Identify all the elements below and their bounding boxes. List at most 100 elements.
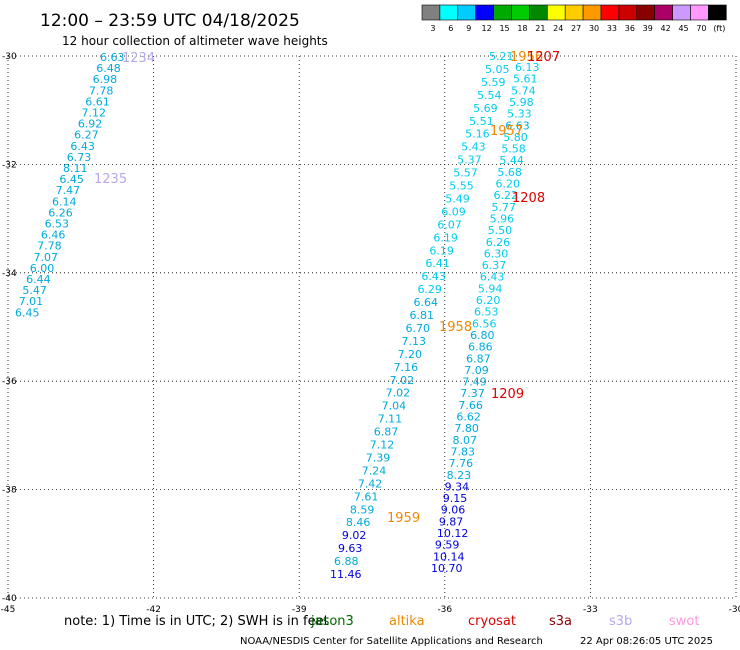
wave-height-label: 9.34 — [445, 480, 470, 493]
colorbar-label: 9 — [466, 24, 471, 33]
lat-tick-label: -36 — [2, 377, 17, 387]
wave-height-label: 5.94 — [478, 282, 503, 295]
time-label: 1959 — [387, 511, 420, 526]
wave-height-label: 7.80 — [454, 422, 479, 435]
wave-height-label: 9.02 — [342, 529, 367, 542]
wave-height-label: 6.48 — [96, 62, 121, 75]
wave-height-label: 7.02 — [386, 387, 411, 400]
wave-height-label: 6.43 — [480, 271, 505, 284]
wave-tracks: 6.636.486.987.786.617.126.926.276.436.73… — [15, 50, 540, 581]
time-label: 1208 — [512, 191, 545, 206]
colorbar-label: 36 — [625, 24, 635, 33]
page-title: 12:00 – 23:59 UTC 04/18/2025 — [40, 11, 300, 31]
wave-height-label: 7.39 — [366, 451, 391, 464]
wave-height-label: 6.30 — [484, 247, 509, 260]
wave-height-label: 7.16 — [394, 361, 419, 374]
wave-height-label: 5.37 — [457, 154, 482, 167]
wave-height-label: 6.63 — [505, 119, 530, 132]
colorbar-swatch — [439, 4, 459, 21]
wave-height-label: 5.51 — [469, 115, 494, 128]
colorbar-swatch — [564, 4, 584, 21]
time-label: 1207 — [527, 50, 560, 65]
wave-height-label: 6.14 — [52, 195, 77, 208]
colorbar-label: 21 — [535, 24, 545, 33]
colorbar-label: 39 — [643, 24, 653, 33]
wave-height-label: 6.98 — [93, 73, 118, 86]
wave-height-label: 5.98 — [509, 96, 534, 109]
wave-height-label: 7.12 — [82, 107, 107, 120]
colorbar-label: 15 — [499, 24, 509, 33]
wave-height-label: 6.86 — [468, 341, 493, 354]
wave-height-label: 6.81 — [410, 309, 435, 322]
wave-height-label: 6.43 — [421, 270, 446, 283]
lon-tick-label: -33 — [583, 605, 598, 615]
wave-height-label: 7.76 — [449, 457, 474, 470]
wave-height-label: 5.44 — [499, 154, 523, 167]
colorbar-swatch — [529, 4, 548, 21]
colorbar-swatch — [690, 4, 709, 21]
colorbar-swatch — [672, 4, 691, 21]
satellite-legend-item: cryosat — [468, 614, 516, 629]
wave-height-label: 8.23 — [447, 469, 472, 482]
time-label: 1234 — [122, 51, 155, 66]
wave-height-label: 7.04 — [382, 400, 407, 413]
wave-height-label: 6.41 — [425, 257, 450, 270]
colorbar-label: 6 — [448, 24, 453, 33]
lon-tick-label: -45 — [1, 605, 16, 615]
colorbar-label: 45 — [678, 24, 688, 33]
wave-height-label: 6.13 — [515, 61, 540, 74]
colorbar-swatch — [600, 4, 620, 21]
wave-height-label: 5.69 — [473, 102, 498, 115]
satellite-legend-item: altika — [389, 614, 425, 629]
wave-height-label: 6.46 — [41, 229, 66, 242]
wave-height-label: 6.26 — [486, 236, 511, 249]
wave-height-label: 5.74 — [511, 84, 536, 97]
wave-height-label: 5.49 — [445, 192, 470, 205]
wave-height-label: 5.58 — [501, 143, 525, 156]
footer-timestamp: 22 Apr 08:26:05 UTC 2025 — [580, 636, 713, 647]
wave-height-label: 6.80 — [470, 329, 495, 342]
wave-height-label: 7.24 — [362, 464, 387, 477]
wave-height-label: 5.33 — [507, 108, 532, 121]
wave-height-label: 6.63 — [100, 51, 125, 64]
wave-height-label: 6.07 — [437, 218, 462, 231]
wave-height-label: 8.46 — [346, 516, 371, 529]
colorbar-swatch — [636, 4, 655, 21]
axis-ticks: -30 -32 -34 -36 -38 -40-45 -42 -39 -36 -33 -30 — [1, 52, 740, 615]
wave-height-label: 7.02 — [390, 374, 415, 387]
wave-height-label: 10.70 — [431, 562, 463, 575]
wave-height-label: 5.96 — [490, 212, 514, 225]
wave-height-label: 7.13 — [402, 335, 427, 348]
wave-height-label: 7.01 — [19, 295, 44, 308]
wave-height-label: 6.92 — [78, 118, 103, 131]
wave-height-label: 7.20 — [398, 348, 423, 361]
wave-height-label: 5.55 — [449, 180, 474, 193]
wave-height-label: 5.77 — [492, 201, 516, 214]
colorbar-label: 3 — [430, 24, 435, 33]
wave-height-label: 9.87 — [439, 515, 464, 528]
wave-height-label: 5.54 — [477, 89, 502, 102]
satellite-legend: jason3 altika cryosat s3a s3b swot — [310, 614, 699, 629]
wave-height-label: 7.61 — [354, 490, 379, 503]
wave-height-label: 11.46 — [330, 568, 362, 581]
colorbar-swatch — [511, 4, 530, 21]
wave-height-label: 7.47 — [56, 184, 81, 197]
wave-height-label: 9.59 — [435, 539, 460, 552]
lat-tick-label: -40 — [2, 594, 17, 604]
colorbar-label: 24 — [553, 24, 563, 33]
satellite-legend-item: s3b — [609, 614, 632, 629]
wave-height-label: 5.21 — [489, 50, 514, 63]
wave-height-label: 5.16 — [465, 128, 490, 141]
wave-height-label: 6.19 — [433, 231, 458, 244]
colorbar-swatch — [493, 4, 512, 21]
wave-height-label: 6.88 — [334, 555, 359, 568]
time-label: 1956 — [510, 50, 543, 65]
colorbar-label: 70 — [696, 24, 706, 33]
wave-height-label: 7.09 — [464, 364, 489, 377]
wave-height-label: 6.26 — [48, 206, 72, 219]
wave-height-label: 5.61 — [513, 73, 538, 86]
colorbar-label: (ft) — [713, 24, 725, 33]
wave-height-label: 7.83 — [451, 445, 476, 458]
